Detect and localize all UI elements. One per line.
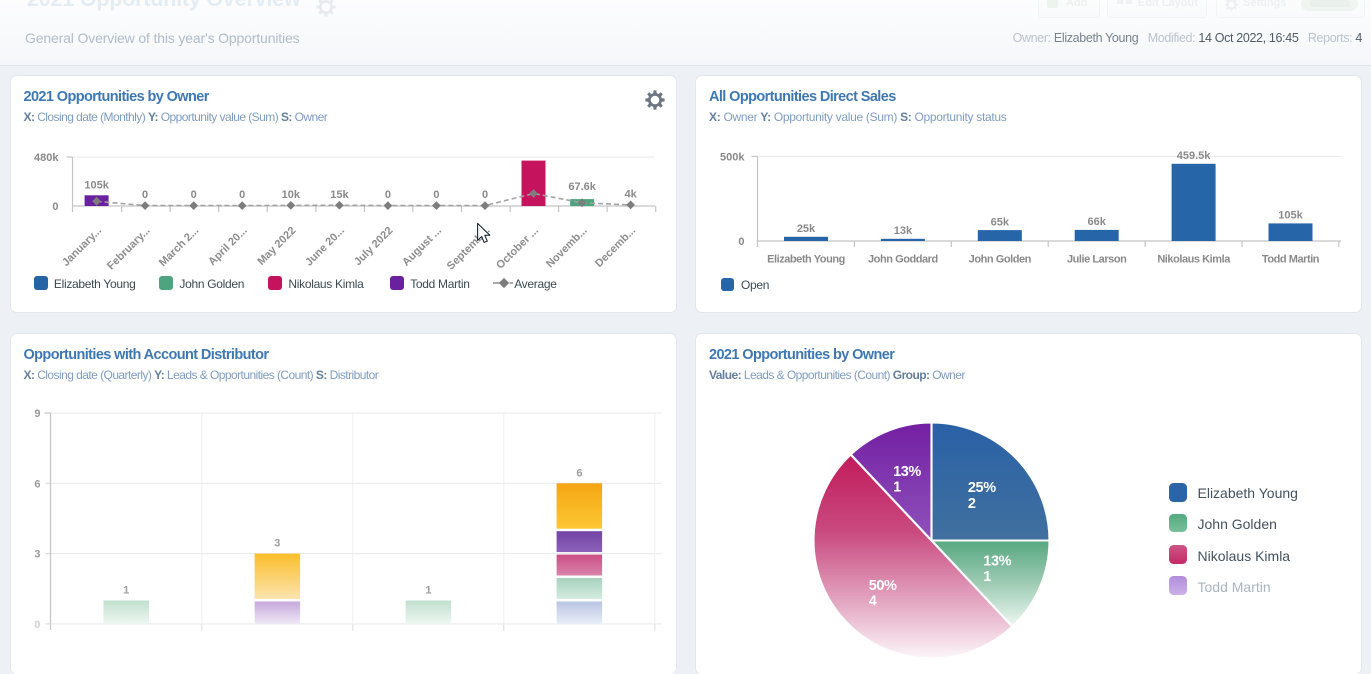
svg-text:Nikolaus Kimla: Nikolaus Kimla xyxy=(1157,254,1231,266)
svg-text:66k: 66k xyxy=(1087,216,1106,228)
svg-text:65k: 65k xyxy=(990,216,1009,228)
svg-text:0: 0 xyxy=(190,189,196,201)
svg-text:June 20...: June 20... xyxy=(303,225,347,269)
svg-text:4k: 4k xyxy=(624,188,637,200)
svg-text:Elizabeth Young: Elizabeth Young xyxy=(767,254,845,266)
svg-text:6: 6 xyxy=(576,467,582,479)
svg-text:13k: 13k xyxy=(893,225,912,237)
svg-text:480k: 480k xyxy=(34,152,59,164)
svg-text:3: 3 xyxy=(274,538,280,550)
svg-text:67.6k: 67.6k xyxy=(568,181,596,193)
svg-text:John Goddard: John Goddard xyxy=(868,254,938,266)
svg-text:0: 0 xyxy=(433,189,439,201)
svg-text:2: 2 xyxy=(967,496,975,512)
svg-text:February...: February... xyxy=(105,225,153,273)
svg-text:0: 0 xyxy=(239,189,245,201)
svg-text:October ...: October ... xyxy=(494,225,541,272)
svg-text:1: 1 xyxy=(425,585,431,597)
svg-text:0: 0 xyxy=(384,189,390,201)
svg-text:1: 1 xyxy=(893,480,901,496)
svg-text:0: 0 xyxy=(481,189,487,201)
svg-text:105k: 105k xyxy=(84,179,109,191)
svg-text:13%: 13% xyxy=(983,553,1011,569)
svg-text:0: 0 xyxy=(738,236,744,248)
svg-text:0: 0 xyxy=(34,619,40,631)
svg-text:John Golden: John Golden xyxy=(968,254,1031,266)
svg-text:January...: January... xyxy=(59,225,103,269)
svg-text:9: 9 xyxy=(34,408,40,420)
svg-text:15k: 15k xyxy=(330,189,349,201)
svg-text:6: 6 xyxy=(34,478,40,490)
svg-text:10k: 10k xyxy=(281,189,300,201)
svg-text:April 20...: April 20... xyxy=(206,225,250,269)
svg-text:25%: 25% xyxy=(967,480,995,496)
svg-text:13%: 13% xyxy=(893,464,921,480)
svg-text:Decemb...: Decemb... xyxy=(592,225,637,270)
svg-text:1: 1 xyxy=(123,585,129,597)
svg-text:1: 1 xyxy=(983,569,991,585)
svg-text:459.5k: 459.5k xyxy=(1176,150,1211,162)
svg-text:0: 0 xyxy=(142,189,148,201)
svg-text:Todd Martin: Todd Martin xyxy=(1261,254,1319,266)
svg-text:500k: 500k xyxy=(720,151,745,163)
svg-text:Novemb...: Novemb... xyxy=(544,225,590,271)
svg-text:50%: 50% xyxy=(868,578,896,594)
svg-text:August ...: August ... xyxy=(400,225,444,269)
svg-text:0: 0 xyxy=(52,201,58,213)
svg-text:May 2022: May 2022 xyxy=(255,225,298,268)
svg-text:March 2...: March 2... xyxy=(156,225,200,269)
svg-text:July 2022: July 2022 xyxy=(352,225,396,269)
svg-text:4: 4 xyxy=(868,594,876,610)
svg-text:25k: 25k xyxy=(796,223,815,235)
svg-text:3: 3 xyxy=(34,549,40,561)
svg-text:105k: 105k xyxy=(1278,210,1303,222)
svg-text:Julie Larson: Julie Larson xyxy=(1066,254,1126,266)
